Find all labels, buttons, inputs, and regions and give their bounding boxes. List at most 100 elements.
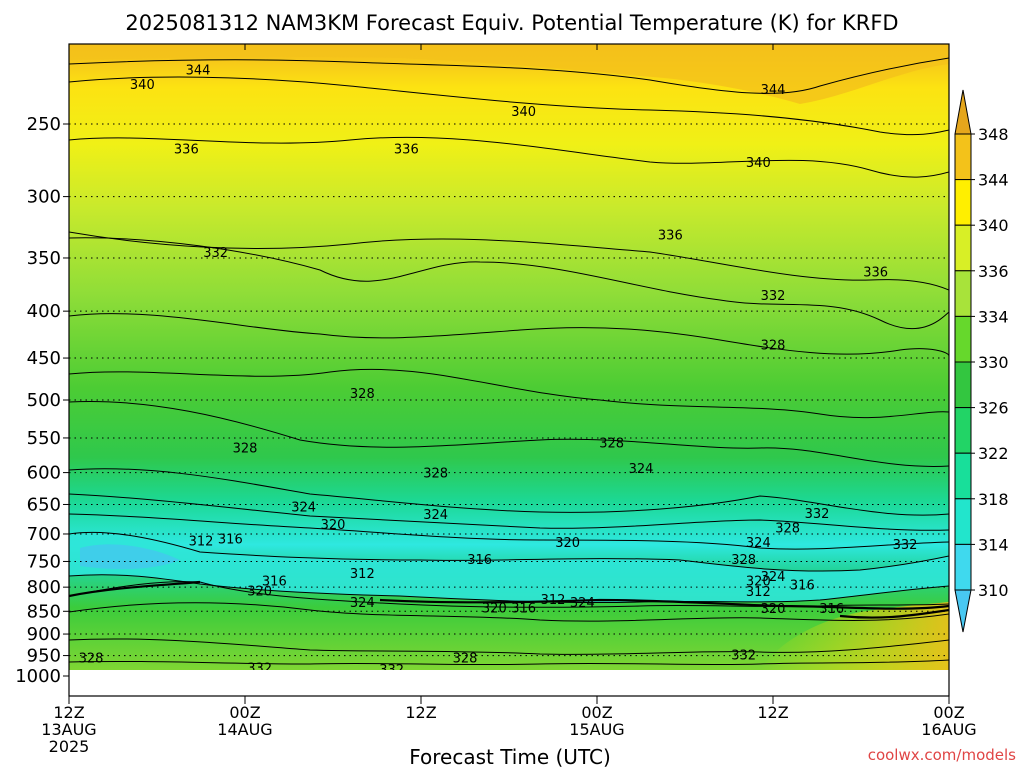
y-axis: 2503003504004505005506006507007508008509…	[15, 114, 69, 687]
contour-label: 328	[423, 467, 448, 482]
contour-label: 312	[541, 593, 566, 608]
colorbar-label: 344	[978, 171, 1009, 190]
contour-label: 340	[130, 78, 155, 93]
contour-label: 312	[189, 535, 214, 550]
colorbar-label: 336	[978, 262, 1009, 281]
y-tick-label: 900	[27, 624, 61, 645]
colorbar-label: 330	[978, 353, 1009, 372]
contour-label: 340	[746, 156, 771, 171]
y-tick-label: 650	[27, 494, 61, 515]
y-tick-label: 300	[27, 187, 61, 208]
colorbar-label: 334	[978, 307, 1009, 326]
pressure-grid	[69, 123, 949, 657]
contour-label: 320	[761, 602, 786, 617]
colorbar: 348 344 340 336 334 330 326 322 318 314 310	[954, 89, 1009, 633]
contour-label: 320	[746, 575, 771, 590]
x-tick-label: 16AUG	[921, 720, 976, 739]
cold-core	[80, 544, 180, 570]
colorbar-segment	[954, 498, 972, 545]
contours	[69, 57, 949, 666]
contour-label: 316	[511, 602, 536, 617]
contour-label: 328	[350, 387, 375, 402]
contour-label: 340	[511, 105, 536, 120]
x-tick-label: 13AUG	[41, 720, 96, 739]
y-tick-label: 600	[27, 463, 61, 484]
colorbar-segment	[954, 133, 972, 181]
x-tick-label: 00Z	[581, 703, 612, 722]
y-tick-label: 250	[27, 114, 61, 135]
colorbar-label: 318	[978, 490, 1009, 509]
contour-label: 332	[893, 538, 918, 553]
contour-label: 332	[805, 507, 830, 522]
colorbar-label: 326	[978, 399, 1009, 418]
contour-label: 336	[394, 143, 419, 158]
colorbar-label: 310	[978, 581, 1009, 600]
y-tick-label: 700	[27, 524, 61, 545]
contour-labels: 344 340 344 340 336 336 340 336 332 336 332 328 328 3…	[79, 63, 918, 677]
ground	[69, 670, 949, 696]
contour-label: 328	[453, 652, 478, 667]
y-tick-label: 550	[27, 428, 61, 449]
contour-label: 324	[570, 596, 595, 611]
contour-label: 332	[247, 662, 272, 677]
y-tick-label: 450	[27, 348, 61, 369]
colorbar-segment	[954, 452, 972, 500]
x-tick-label: 2025	[49, 737, 90, 756]
x-tick-label: 00Z	[933, 703, 964, 722]
y-tick-label: 400	[27, 301, 61, 322]
contour-label: 344	[186, 63, 211, 78]
contour-label: 328	[233, 441, 258, 456]
contour-label: 324	[761, 570, 786, 585]
contour-label: 324	[350, 596, 375, 611]
colorbar-segment	[954, 179, 972, 226]
contour-label: 336	[174, 143, 199, 158]
frontal-band	[69, 580, 949, 619]
y-tick-label: 850	[27, 601, 61, 622]
y-tick-label: 750	[27, 551, 61, 572]
colorbar-label: 314	[978, 535, 1009, 554]
colorbar-label: 348	[978, 125, 1009, 144]
contour-label: 328	[775, 522, 800, 537]
contour-label: 316	[467, 553, 492, 568]
plot-frame	[68, 43, 950, 697]
contour-label: 324	[629, 462, 654, 477]
colorbar-segment	[954, 543, 972, 591]
contour-label: 320	[482, 602, 507, 617]
contour-label: 320	[555, 536, 580, 551]
contour-label: 328	[79, 652, 104, 667]
source-credit: coolwx.com/models	[868, 746, 1016, 764]
contour-label: 320	[321, 518, 346, 533]
x-tick-label: 12Z	[53, 703, 84, 722]
contour-label: 324	[291, 500, 316, 515]
contour-label: 336	[863, 265, 888, 280]
colorbar-bottom-arrow	[954, 589, 972, 633]
contour-label: 332	[761, 289, 786, 304]
x-tick-label: 00Z	[229, 703, 260, 722]
colorbar-segment	[954, 270, 972, 317]
y-tick-label: 350	[27, 248, 61, 269]
colorbar-segment	[954, 361, 972, 409]
contour-label: 312	[350, 567, 375, 582]
colorbar-segment	[954, 315, 972, 363]
contour-label: 316	[262, 575, 287, 590]
contour-label: 328	[761, 339, 786, 354]
contour-label: 328	[599, 436, 624, 451]
colorbar-label: 340	[978, 216, 1009, 235]
contour-label: 324	[746, 536, 771, 551]
contour-label: 332	[731, 649, 756, 664]
plot-area: 344 340 344 340 336 336 340 336 332 336 332 328 328 3…	[69, 44, 949, 696]
contour-label: 328	[731, 553, 756, 568]
contour-label: 324	[423, 508, 448, 523]
x-tick-label: 14AUG	[217, 720, 272, 739]
colorbar-segment	[954, 224, 972, 272]
x-tick-label: 15AUG	[569, 720, 624, 739]
contour-label: 332	[203, 246, 228, 261]
contour-label: 336	[658, 229, 683, 244]
y-tick-label: 500	[27, 390, 61, 411]
cold-layer	[69, 533, 949, 603]
y-tick-label: 950	[27, 646, 61, 667]
x-tick-label: 12Z	[405, 703, 436, 722]
y-tick-label: 800	[27, 577, 61, 598]
warm-top-band	[69, 44, 949, 104]
